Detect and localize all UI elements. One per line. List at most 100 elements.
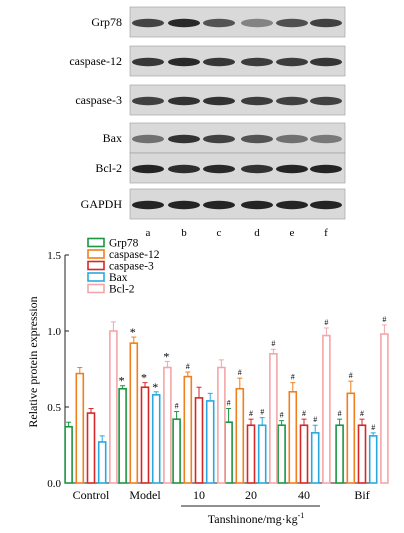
blot-band — [132, 96, 164, 106]
blot-row-label: Grp78 — [91, 15, 122, 29]
blot-band — [203, 18, 235, 28]
blot-band — [203, 57, 235, 67]
significance-mark: * — [119, 374, 125, 388]
blot-band — [241, 96, 273, 106]
significance-mark: # — [338, 409, 342, 418]
blot-band — [203, 164, 235, 174]
bar-caspase-3 — [299, 424, 309, 484]
bar-caspase-12 — [346, 392, 356, 484]
blot-band — [241, 200, 273, 210]
bar-caspase-3 — [194, 397, 204, 484]
blot-band — [310, 18, 342, 28]
x-tick-label: 40 — [298, 488, 310, 502]
bar-Grp78 — [172, 418, 181, 484]
lane-label: f — [324, 227, 328, 239]
significance-mark: # — [227, 399, 231, 408]
blot-band — [276, 57, 308, 67]
significance-mark: # — [238, 368, 242, 377]
significance-mark: # — [360, 409, 364, 418]
x-tick-label: 20 — [245, 488, 257, 502]
bar-Bcl-2 — [269, 352, 278, 484]
bar-Bcl-2 — [217, 366, 226, 484]
blot-band — [132, 57, 164, 67]
x-tick-label: Model — [129, 488, 161, 502]
x-axis-label-text: Tanshinone/mg·kg — [208, 512, 298, 526]
blot-band — [241, 134, 273, 144]
significance-mark: # — [280, 411, 284, 420]
legend-label: caspase-12 — [109, 249, 160, 261]
bar-Grp78 — [224, 421, 233, 484]
blot-row-label: caspase-3 — [75, 93, 122, 107]
significance-mark: # — [349, 371, 353, 380]
blot-band — [276, 200, 308, 210]
significance-mark: # — [260, 408, 264, 417]
legend-swatch — [87, 249, 105, 259]
bar-Grp78 — [277, 424, 286, 484]
blot-band — [132, 164, 164, 174]
blot-strip — [129, 84, 346, 116]
x-tick-label: 10 — [193, 488, 205, 502]
blot-band — [276, 164, 308, 174]
blot-band — [310, 134, 342, 144]
significance-mark: # — [271, 339, 275, 348]
blot-row-label: caspase-12 — [69, 54, 122, 68]
y-tick-label: 1.0 — [47, 326, 61, 338]
y-tick-label: 1.5 — [47, 250, 61, 262]
bar-caspase-12 — [288, 390, 298, 484]
bar-Bcl-2 — [163, 366, 172, 484]
significance-mark: # — [302, 409, 306, 418]
bar-chart: Relative protein expression Tanshinone/m… — [26, 237, 389, 526]
legend-label: Bax — [109, 272, 128, 284]
y-tick-label: 0.5 — [47, 402, 61, 414]
x-axis-label-superscript: -1 — [298, 511, 305, 520]
bar-Bax — [97, 441, 107, 484]
blot-band — [132, 200, 164, 210]
bar-Bcl-2 — [109, 330, 118, 484]
blot-band — [310, 200, 342, 210]
bar-caspase-3 — [140, 386, 150, 484]
bar-Bcl-2 — [380, 333, 389, 484]
bar-Bax — [368, 435, 378, 484]
lane-label: b — [181, 227, 187, 239]
blot-band — [168, 134, 200, 144]
blot-band — [203, 200, 235, 210]
blot-strip — [129, 188, 346, 220]
blot-band — [310, 96, 342, 106]
blot-row-label: GAPDH — [81, 197, 123, 211]
bar-Bax — [310, 432, 320, 484]
legend-label: Bcl-2 — [109, 284, 135, 296]
blot-band — [241, 57, 273, 67]
blot-band — [203, 134, 235, 144]
blot-band — [276, 96, 308, 106]
significance-mark: # — [313, 415, 317, 424]
significance-mark: # — [324, 318, 328, 327]
blot-strip — [129, 122, 346, 154]
blot-band — [276, 18, 308, 28]
significance-mark: # — [186, 362, 190, 371]
legend-swatch — [87, 237, 105, 248]
bar-caspase-12 — [235, 387, 245, 484]
blot-band — [203, 96, 235, 106]
blot-band — [168, 96, 200, 106]
significance-mark: # — [175, 402, 179, 411]
bar-caspase-3 — [246, 424, 256, 484]
x-axis-label: Tanshinone/mg·kg-1 — [208, 511, 304, 526]
blot-band — [168, 200, 200, 210]
significance-mark: # — [291, 373, 295, 382]
blot-band — [132, 18, 164, 28]
lane-label: d — [254, 227, 260, 239]
y-axis-label: Relative protein expression — [26, 296, 40, 427]
bar-caspase-12 — [129, 342, 139, 484]
blot-band — [310, 57, 342, 67]
legend-swatch — [87, 283, 105, 294]
y-tick-label: 0.0 — [47, 478, 61, 490]
legend-label: Grp78 — [109, 238, 139, 250]
bar-caspase-12 — [183, 375, 193, 484]
blot-band — [168, 164, 200, 174]
x-tick-label: Bif — [354, 488, 369, 502]
blot-strip — [129, 6, 346, 38]
legend-swatch — [87, 272, 105, 282]
bar-Bax — [257, 424, 267, 484]
blot-band — [276, 134, 308, 144]
